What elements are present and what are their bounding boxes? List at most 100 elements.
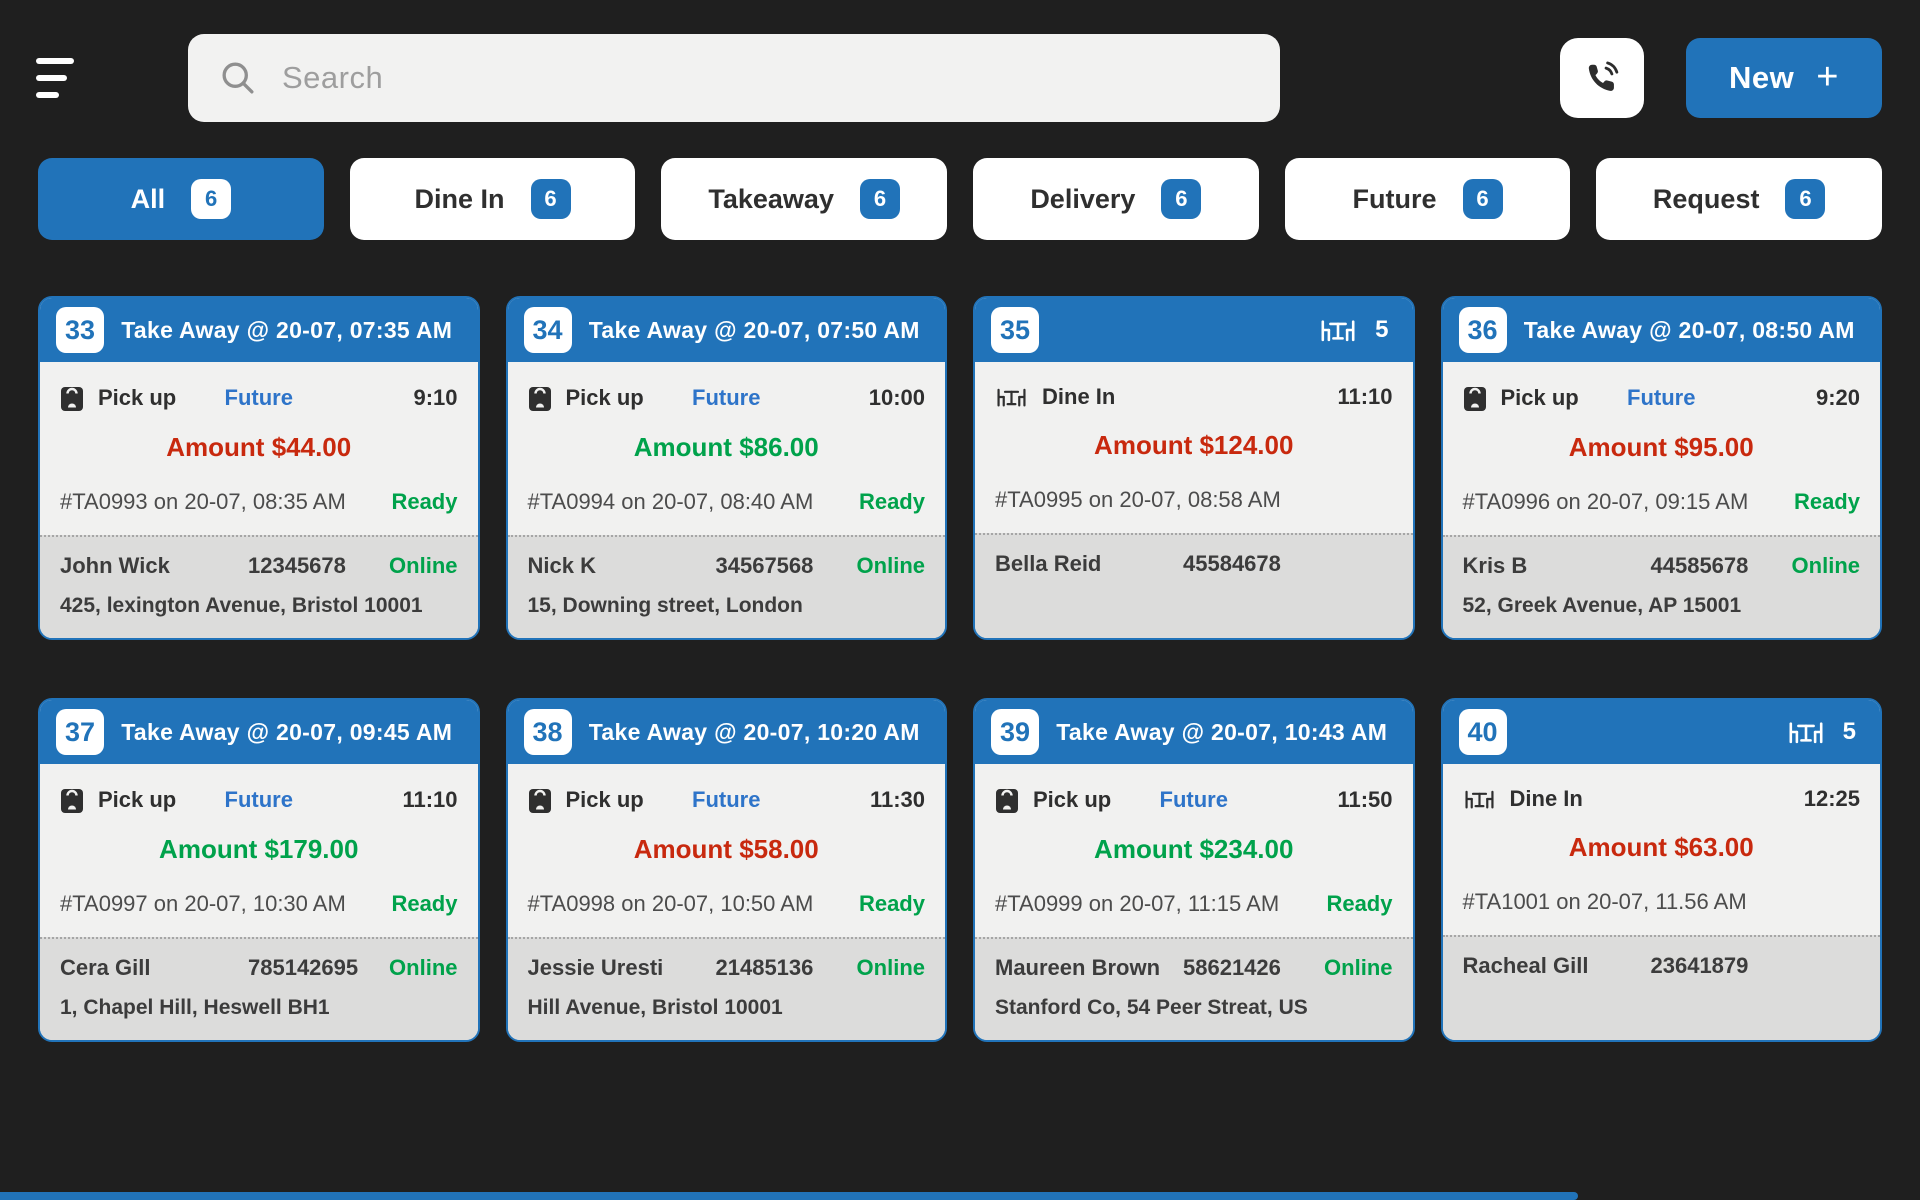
ready-status: Ready (858, 489, 925, 514)
order-card-header: 39 Take Away @ 20-07, 10:43 AM (975, 700, 1413, 764)
customer-phone: 34567568 (715, 553, 814, 578)
customer-row: Bella Reid 45584678 (995, 551, 1393, 577)
tab-count-badge: 6 (191, 179, 232, 219)
customer-section: Maureen Brown 58621426 Online Stanford C… (975, 937, 1413, 1040)
order-card-37[interactable]: 37 Take Away @ 20-07, 09:45 AM (38, 698, 480, 1042)
order-id-row: #TA0999 on 20-07, 11:15 AM Ready (995, 891, 1393, 937)
dining-table-icon (1789, 722, 1823, 744)
order-card-body: Pick up Future 9:20 Amount $95.00 #TA099… (1443, 362, 1881, 535)
customer-phone: 12345678 (248, 553, 346, 578)
ready-status: Ready (1793, 489, 1860, 514)
scheduled-time: 11:50 (1337, 787, 1393, 812)
order-number-badge: 40 (1458, 709, 1507, 755)
service-row: Dine In 11:10 (995, 384, 1393, 410)
order-id-row: #TA0995 on 20-07, 08:58 AM (995, 487, 1393, 533)
order-card-header: 37 Take Away @ 20-07, 09:45 AM (40, 700, 478, 764)
dining-table-icon (1321, 320, 1355, 342)
hamburger-menu-icon[interactable] (34, 54, 76, 102)
order-id-line: #TA0997 on 20-07, 10:30 AM (60, 891, 346, 916)
order-card-header: 34 Take Away @ 20-07, 07:50 AM (507, 298, 945, 362)
order-card-header: 40 5 (1442, 700, 1880, 764)
order-card-33[interactable]: 33 Take Away @ 20-07, 07:35 AM (38, 296, 480, 640)
pickup-bag-icon (528, 789, 551, 813)
customer-phone: 23641879 (1650, 953, 1749, 978)
order-header-title: Take Away @ 20-07, 07:50 AM (588, 316, 920, 343)
order-amount: Amount $58.00 (633, 834, 819, 864)
customer-name: Racheal Gill (1462, 953, 1589, 978)
service-row: Pick up Future 11:30 (528, 786, 925, 814)
horizontal-scrollbar[interactable] (0, 1192, 1578, 1200)
order-card-body: Pick up Future 10:00 Amount $86.00 #TA09… (508, 362, 946, 535)
order-card-body: Dine In 11:10 Amount $124.00 #TA0995 on … (975, 362, 1413, 533)
customer-phone: 58621426 (1183, 955, 1281, 980)
service-label: Dine In (1509, 786, 1583, 811)
order-amount: Amount $179.00 (159, 834, 359, 864)
order-card-34[interactable]: 34 Take Away @ 20-07, 07:50 AM (505, 296, 947, 640)
filter-tab-dine-in[interactable]: Dine In 6 (349, 158, 636, 240)
order-card-38[interactable]: 38 Take Away @ 20-07, 10:20 AM (505, 698, 947, 1042)
scheduled-time: 10:00 (868, 385, 925, 410)
pickup-bag-icon (996, 789, 1018, 813)
filter-tab-takeaway[interactable]: Takeaway 6 (661, 158, 948, 240)
customer-section: Jessie Uresti 21485136 Online Hill Avenu… (507, 937, 945, 1040)
online-status: Online (856, 955, 925, 980)
online-status: Online (1791, 553, 1860, 578)
service-type: Dine In (995, 384, 1194, 410)
filter-tab-all[interactable]: All 6 (38, 158, 324, 240)
customer-address: 1, Chapel Hill, Heswell BH1 (60, 996, 330, 1019)
order-amount: Amount $95.00 (1568, 432, 1754, 462)
customer-row: Cera Gill 785142695 Online (60, 955, 458, 981)
pickup-bag-icon (61, 789, 83, 813)
search-input[interactable] (282, 60, 1248, 96)
phone-call-button[interactable] (1560, 38, 1644, 118)
order-card-header: 33 Take Away @ 20-07, 07:35 AM (40, 298, 478, 362)
service-type: Pick up (1463, 384, 1628, 412)
order-card-39[interactable]: 39 Take Away @ 20-07, 10:43 AM (973, 698, 1415, 1042)
service-type: Pick up (60, 786, 225, 814)
order-card-body: Pick up Future 9:10 Amount $44.00 #TA099… (40, 362, 478, 535)
order-id-line: #TA0999 on 20-07, 11:15 AM (995, 891, 1280, 916)
service-type: Pick up (528, 384, 693, 412)
tab-label: Takeaway (708, 183, 834, 214)
customer-name: Jessie Uresti (527, 955, 664, 980)
order-id-line: #TA0996 on 20-07, 09:15 AM (1462, 489, 1749, 514)
filter-tab-future[interactable]: Future 6 (1284, 158, 1571, 240)
customer-section: Nick K 34567568 Online 15, Downing stree… (507, 535, 945, 638)
customer-phone: 785142695 (248, 955, 359, 980)
tab-count-badge: 6 (1462, 179, 1503, 219)
tab-label: Delivery (1030, 183, 1136, 214)
customer-address: 425, lexington Avenue, Bristol 10001 (60, 594, 423, 617)
order-card-40[interactable]: 40 5 (1440, 698, 1882, 1042)
search-box[interactable] (188, 34, 1280, 122)
order-card-36[interactable]: 36 Take Away @ 20-07, 08:50 AM (1440, 296, 1882, 640)
customer-address: 52, Greek Avenue, AP 15001 (1462, 594, 1742, 617)
filter-tab-request[interactable]: Request 6 (1596, 158, 1883, 240)
service-row: Pick up Future 11:50 (995, 786, 1393, 814)
top-bar: New + (0, 0, 1920, 122)
guest-count: 5 (1319, 316, 1396, 344)
customer-phone: 44585678 (1650, 553, 1749, 578)
order-id-line: #TA0998 on 20-07, 10:50 AM (527, 891, 814, 916)
new-order-button[interactable]: New + (1686, 38, 1882, 118)
customer-row: Racheal Gill 23641879 (1463, 953, 1861, 979)
service-type: Pick up (60, 384, 225, 412)
filter-tab-delivery[interactable]: Delivery 6 (973, 158, 1259, 240)
service-label: Pick up (1033, 787, 1112, 812)
scheduled-time: 12:25 (1803, 786, 1860, 811)
customer-name: Maureen Brown (995, 955, 1161, 980)
service-label: Pick up (98, 787, 177, 812)
ready-status: Ready (1326, 891, 1393, 916)
service-row: Dine In 12:25 (1463, 786, 1860, 812)
tab-label: Dine In (414, 183, 505, 214)
order-card-body: Pick up Future 11:50 Amount $234.00 #TA0… (975, 764, 1413, 937)
order-card-header: 36 Take Away @ 20-07, 08:50 AM (1442, 298, 1880, 362)
customer-address (995, 592, 1393, 618)
customer-address (1463, 994, 1861, 1020)
customer-section: John Wick 12345678 Online 425, lexington… (40, 535, 478, 638)
tab-label: Future (1352, 183, 1437, 214)
customer-phone: 45584678 (1183, 551, 1281, 576)
customer-name: Kris B (1462, 553, 1528, 578)
order-number-badge: 36 (1458, 307, 1507, 353)
order-card-35[interactable]: 35 5 (973, 296, 1415, 640)
order-number-badge: 39 (991, 709, 1039, 755)
